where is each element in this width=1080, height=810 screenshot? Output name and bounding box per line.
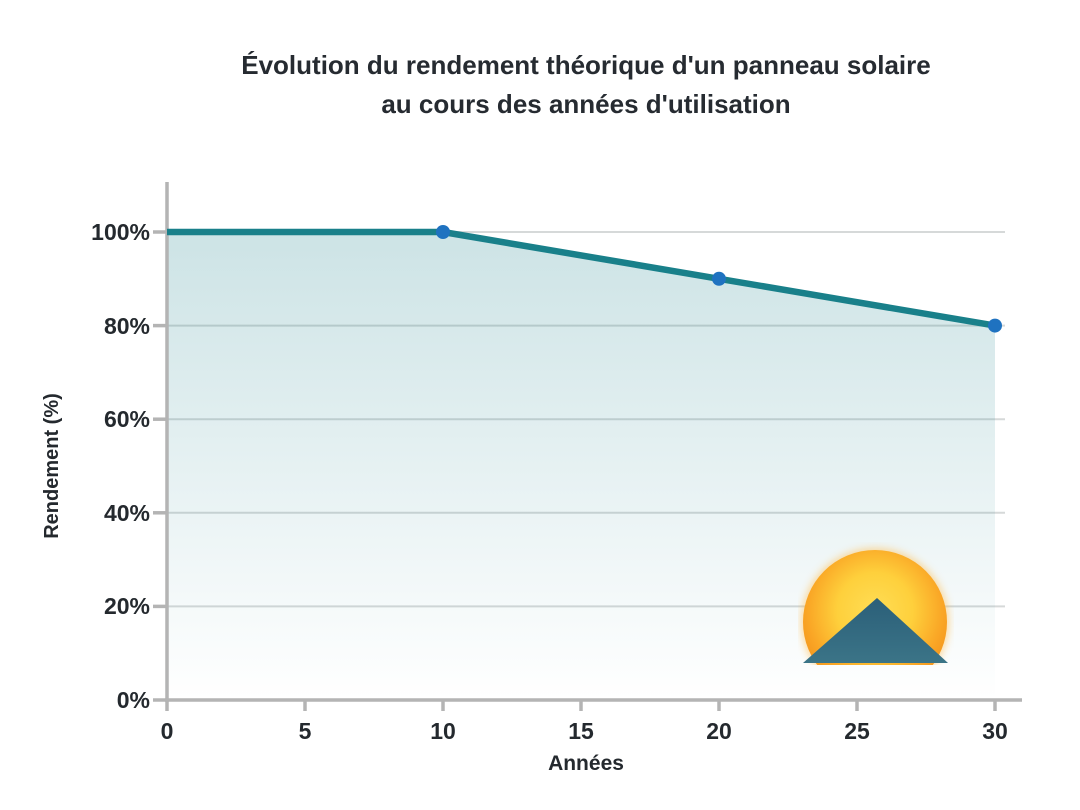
- chart-title-line2: au cours des années d'utilisation: [381, 89, 791, 119]
- series-line: [167, 228, 996, 329]
- area-fill: [167, 232, 995, 700]
- y-tick-label: 40%: [103, 500, 150, 526]
- x-tick-label: 10: [430, 718, 456, 744]
- y-tick-label: 20%: [103, 593, 150, 619]
- chart-title-line1: Évolution du rendement théorique d'un pa…: [241, 50, 931, 80]
- x-tick-label: 0: [160, 718, 174, 744]
- data-point-marker: [988, 318, 1002, 333]
- y-tick-label: 0%: [116, 687, 150, 713]
- y-tick-label: 60%: [103, 406, 150, 432]
- x-tick-label: 5: [298, 718, 312, 744]
- x-tick-label: 15: [568, 718, 594, 744]
- mountain-triangle: [803, 598, 948, 663]
- y-axis-title: Rendement (%): [41, 393, 63, 539]
- x-tick-label: 25: [844, 718, 870, 744]
- data-point-marker: [436, 225, 450, 239]
- data-point-marker: [712, 271, 726, 286]
- chart-title: Évolution du rendement théorique d'un pa…: [90, 46, 1080, 124]
- y-tick-label: 100%: [91, 219, 150, 245]
- x-tick-label: 20: [706, 718, 732, 744]
- sunrise-over-mountains-icon: [801, 548, 949, 665]
- x-tick-label: 30: [982, 718, 1008, 744]
- y-tick-label: 80%: [103, 313, 150, 339]
- x-axis-title: Années: [548, 752, 624, 775]
